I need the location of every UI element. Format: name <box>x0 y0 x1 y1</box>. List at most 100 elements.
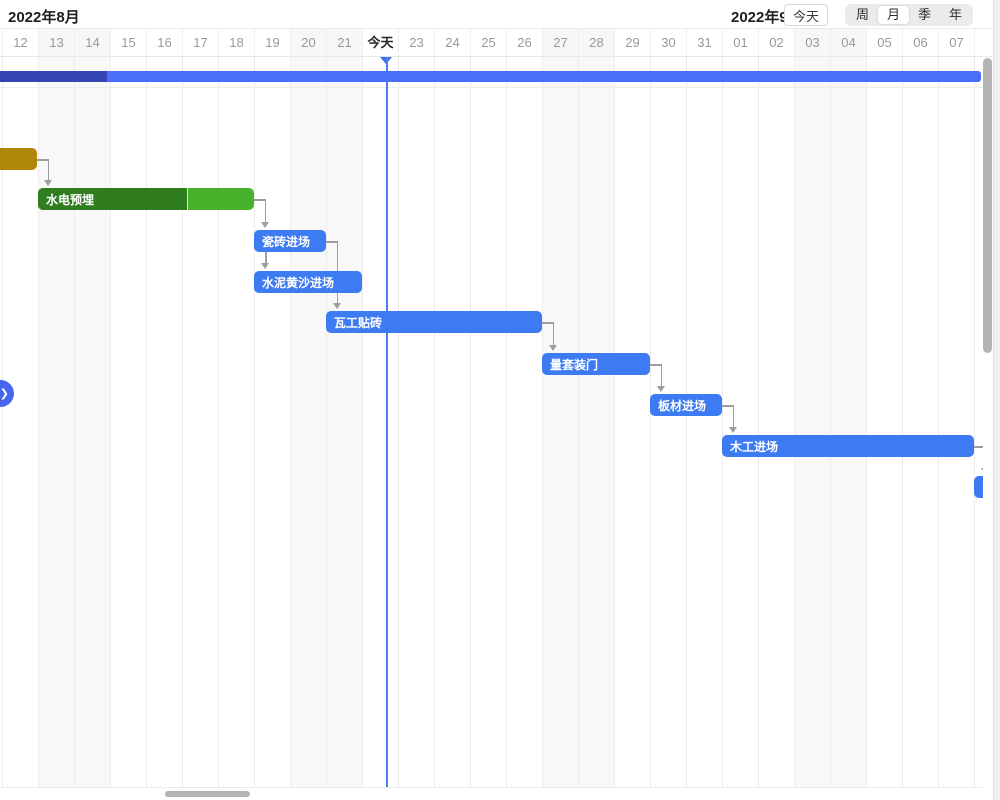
view-option-周[interactable]: 周 <box>855 7 869 22</box>
connector-segment <box>326 241 338 243</box>
grid-line <box>2 57 3 787</box>
task-bar[interactable]: 瓷砖进场 <box>254 230 326 252</box>
grid-line <box>326 57 327 787</box>
connector-segment <box>974 446 986 448</box>
timeline-date-row: 12 13 14 15 16 17 18 19 20 21 今天 23 24 25 26 27 28 29 30 31… <box>0 29 993 57</box>
date-cell: 18 <box>218 29 254 56</box>
date-cell: 25 <box>470 29 506 56</box>
connector-segment <box>732 405 734 428</box>
task-bar[interactable]: 水泥黄沙进场 <box>254 271 362 293</box>
grid-line <box>74 57 75 787</box>
grid-line <box>470 57 471 787</box>
date-cell: 04 <box>830 29 866 56</box>
task-bar[interactable]: 瓦工贴砖 <box>326 311 542 333</box>
connector-arrow-icon <box>656 386 665 392</box>
date-cell: 31 <box>686 29 722 56</box>
grid-line <box>146 57 147 787</box>
connector-segment <box>552 322 554 346</box>
summary-row-separator <box>0 87 993 88</box>
expand-panel-button[interactable]: ❯ <box>0 380 14 407</box>
summary-progress-done <box>0 71 107 82</box>
grid-line <box>38 57 39 787</box>
date-cell: 17 <box>182 29 218 56</box>
task-bar[interactable]: 量套装门 <box>542 353 650 375</box>
grid-line <box>614 57 615 787</box>
vertical-scrollbar-thumb[interactable] <box>983 58 992 353</box>
connector-segment <box>660 364 662 387</box>
grid-line <box>938 57 939 787</box>
date-cell: 27 <box>542 29 578 56</box>
weekend-column <box>794 57 830 787</box>
header-controls: 今天 周月季 年 <box>783 4 973 26</box>
connector-segment <box>542 322 554 324</box>
grid-line <box>578 57 579 787</box>
date-cell: 12 <box>2 29 38 56</box>
date-cell: 15 <box>110 29 146 56</box>
connector-arrow-icon <box>260 222 269 228</box>
task-bar[interactable]: 水电预埋 <box>38 188 254 210</box>
connector-segment <box>265 252 267 264</box>
view-option-年[interactable]: 年 <box>948 7 962 22</box>
connector-arrow-icon <box>43 180 52 186</box>
connector-arrow-icon <box>548 345 557 351</box>
date-cell: 30 <box>650 29 686 56</box>
horizontal-scrollbar-thumb[interactable] <box>165 791 250 797</box>
connector-segment <box>47 159 49 181</box>
grid-line <box>362 57 363 787</box>
grid-line <box>290 57 291 787</box>
task-bar-label: 板材进场 <box>658 398 707 413</box>
grid-line <box>650 57 651 787</box>
grid-line <box>254 57 255 787</box>
date-cell: 06 <box>902 29 938 56</box>
date-cell: 03 <box>794 29 830 56</box>
weekend-column <box>38 57 74 787</box>
grid-line <box>686 57 687 787</box>
connector-arrow-icon <box>261 263 270 269</box>
grid-line <box>182 57 183 787</box>
date-cell: 28 <box>578 29 614 56</box>
connector-segment <box>650 364 662 366</box>
view-option-季[interactable]: 季 <box>917 7 931 22</box>
grid-line <box>434 57 435 787</box>
connector-segment <box>37 159 49 161</box>
weekend-column <box>578 57 614 787</box>
weekend-column <box>290 57 326 787</box>
right-edge-strip <box>993 0 1000 800</box>
grid-line <box>110 57 111 787</box>
connector-arrow-icon <box>332 303 341 309</box>
grid-line <box>866 57 867 787</box>
date-cell: 02 <box>758 29 794 56</box>
date-cell: 05 <box>866 29 902 56</box>
grid-line <box>722 57 723 787</box>
date-cell: 16 <box>146 29 182 56</box>
weekend-column <box>74 57 110 787</box>
date-cell: 23 <box>398 29 434 56</box>
task-bar-clipped[interactable] <box>0 148 37 170</box>
grid-line <box>506 57 507 787</box>
chevron-right-icon: ❯ <box>0 388 9 400</box>
grid-line <box>794 57 795 787</box>
date-cell-partial <box>974 29 993 56</box>
task-bar[interactable]: 板材进场 <box>650 394 722 416</box>
date-cell: 07 <box>938 29 974 56</box>
month-label-current: 2022年8月 <box>8 9 80 26</box>
date-cell: 19 <box>254 29 290 56</box>
task-bar[interactable]: 木工进场 <box>722 435 974 457</box>
task-bar-label: 水电预埋 <box>46 192 95 207</box>
today-button[interactable]: 今天 <box>783 4 828 26</box>
month-label-next: 2022年9 <box>731 9 788 26</box>
task-bar-label: 量套装门 <box>550 357 599 372</box>
task-bar-label: 瓦工贴砖 <box>334 315 383 330</box>
summary-progress-bar[interactable] <box>0 71 981 82</box>
date-cell: 24 <box>434 29 470 56</box>
task-bar-label: 水泥黄沙进场 <box>262 275 335 290</box>
connector-segment <box>264 199 266 223</box>
date-cell: 01 <box>722 29 758 56</box>
view-option-月[interactable]: 月 <box>878 6 909 24</box>
grid-line <box>218 57 219 787</box>
view-switcher: 周月季 年 <box>845 4 973 26</box>
weekend-column <box>326 57 362 787</box>
weekend-column <box>830 57 866 787</box>
date-cell: 29 <box>614 29 650 56</box>
